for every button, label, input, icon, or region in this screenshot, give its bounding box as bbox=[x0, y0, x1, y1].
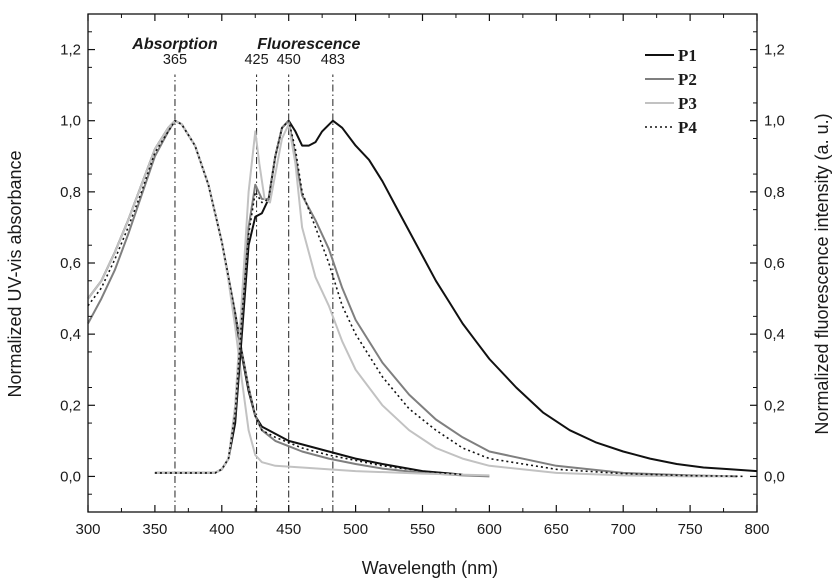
y-axis-left: 0,0 0,2 0,4 0,6 0,8 1,0 1,2 bbox=[60, 31, 95, 495]
section-label: Absorption bbox=[131, 36, 218, 53]
legend-label: P4 bbox=[678, 118, 697, 137]
peak-label: 450 bbox=[277, 52, 301, 68]
x-tick-label: 800 bbox=[744, 521, 769, 538]
y2-tick-label: 1,2 bbox=[764, 42, 785, 59]
x-axis: 300 350 400 450 500 550 600 650 700 750 800 bbox=[75, 14, 770, 538]
x-tick-label: 750 bbox=[678, 521, 703, 538]
y-tick-label: 0,6 bbox=[60, 255, 81, 272]
y-axis-right: 0,0 0,2 0,4 0,6 0,8 1,0 1,2 bbox=[750, 31, 785, 495]
spectra-curves bbox=[87, 119, 758, 478]
peak-labels: 365 425 450 483 bbox=[163, 52, 345, 68]
y2-tick-label: 0,2 bbox=[764, 397, 785, 414]
legend-label: P3 bbox=[678, 94, 697, 113]
y2-tick-label: 0,8 bbox=[764, 184, 785, 201]
y-axis-title: Normalized UV-vis absorbance bbox=[5, 150, 25, 397]
x-tick-label: 550 bbox=[410, 521, 435, 538]
x-axis-title: Wavelength (nm) bbox=[362, 558, 498, 578]
y2-tick-label: 1,0 bbox=[764, 113, 785, 130]
y2-tick-label: 0,6 bbox=[764, 255, 785, 272]
y-tick-label: 0,8 bbox=[60, 184, 81, 201]
x-tick-label: 450 bbox=[276, 521, 301, 538]
y-tick-label: 0,4 bbox=[60, 326, 81, 343]
series-fluorescence-p4 bbox=[154, 119, 744, 478]
peak-label: 483 bbox=[321, 52, 345, 68]
peak-label: 425 bbox=[244, 52, 268, 68]
y-tick-label: 1,0 bbox=[60, 113, 81, 130]
x-tick-label: 500 bbox=[343, 521, 368, 538]
x-tick-label: 650 bbox=[544, 521, 569, 538]
y2-tick-label: 0,4 bbox=[764, 326, 785, 343]
x-tick-label: 300 bbox=[75, 521, 100, 538]
y2-axis-title: Normalized fluorescence intensity (a. u.… bbox=[812, 113, 832, 434]
y-tick-label: 1,2 bbox=[60, 42, 81, 59]
x-tick-label: 350 bbox=[142, 521, 167, 538]
series-fluorescence-p3 bbox=[154, 123, 731, 478]
section-label: Fluorescence bbox=[257, 36, 360, 53]
section-labels: Absorption Fluorescence bbox=[131, 36, 360, 53]
x-tick-label: 700 bbox=[611, 521, 636, 538]
x-tick-label: 600 bbox=[477, 521, 502, 538]
y2-tick-label: 0,0 bbox=[764, 468, 785, 485]
legend: P1 P2 P3 P4 bbox=[645, 46, 697, 137]
plot-frame bbox=[87, 13, 758, 513]
peak-label: 365 bbox=[163, 52, 187, 68]
series-absorption-p3 bbox=[87, 119, 490, 477]
legend-label: P1 bbox=[678, 46, 697, 65]
series-absorption-p4 bbox=[87, 119, 463, 476]
series-fluorescence-p1 bbox=[154, 119, 758, 474]
legend-label: P2 bbox=[678, 70, 697, 89]
x-tick-label: 400 bbox=[209, 521, 234, 538]
y-tick-label: 0,2 bbox=[60, 397, 81, 414]
y-tick-label: 0,0 bbox=[60, 468, 81, 485]
